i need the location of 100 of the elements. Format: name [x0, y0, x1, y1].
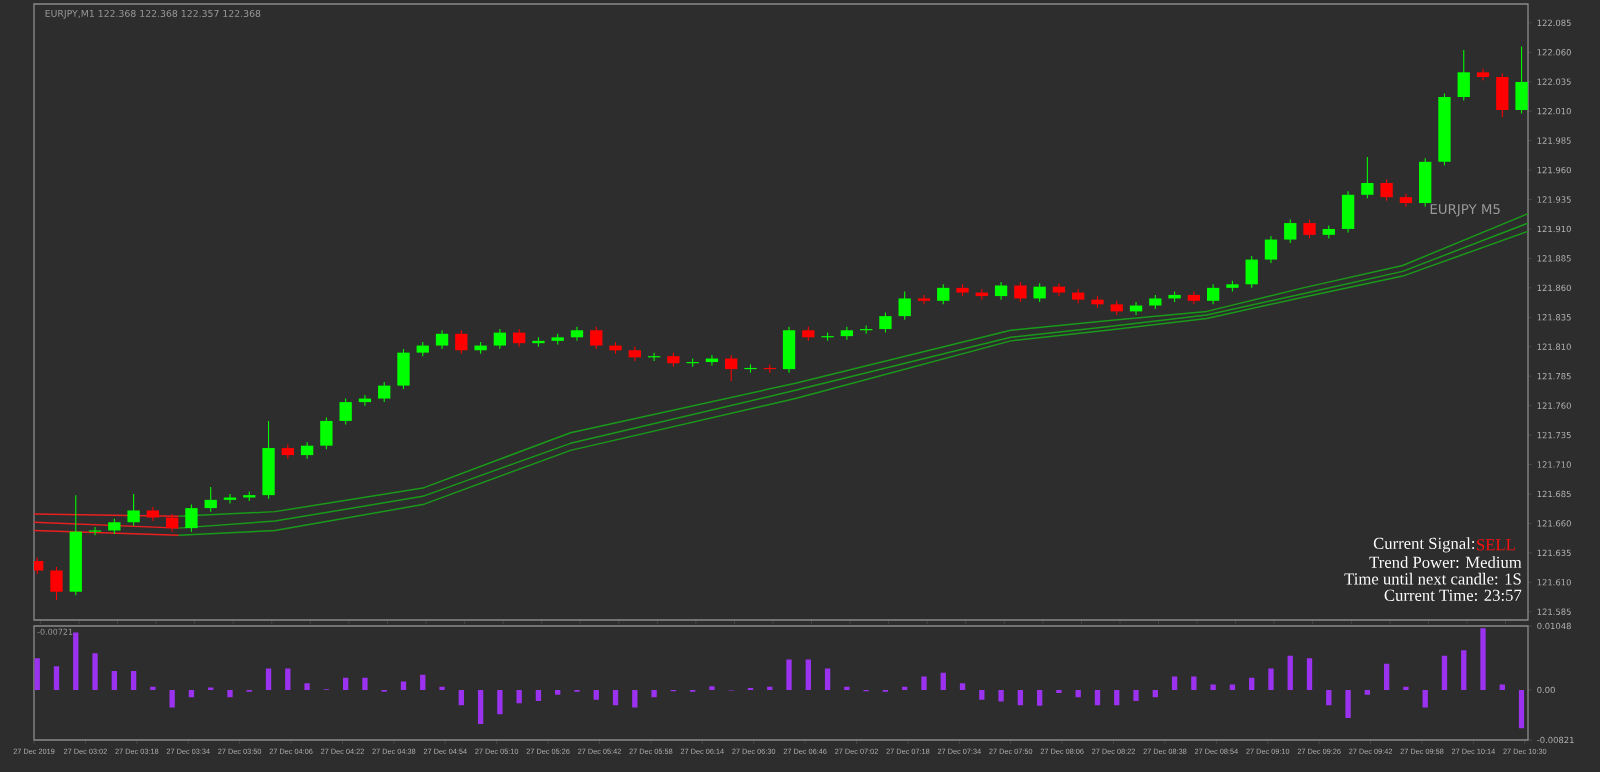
candlestick [840, 326, 854, 341]
y-tick-label: 121.585 [1537, 608, 1571, 615]
annotation: -0.00721 [37, 628, 73, 635]
candlestick [435, 329, 449, 350]
bar [227, 689, 233, 698]
annotation: Current Signal: [1373, 537, 1475, 553]
candlestick [50, 566, 63, 601]
bar [998, 689, 1004, 702]
bar [786, 659, 792, 690]
annotation: Current Time: 23:57 [1384, 589, 1522, 601]
bar [497, 689, 503, 715]
y-tick-label: 121.860 [1537, 284, 1571, 292]
bar [1171, 676, 1178, 690]
bar [632, 689, 638, 708]
bar [1345, 689, 1351, 718]
bar [285, 668, 291, 690]
bar [208, 687, 214, 690]
candlestick [917, 294, 931, 305]
bar [921, 676, 927, 690]
y-tick-label: 121.710 [1537, 461, 1571, 468]
candlestick [378, 381, 391, 403]
candlestick [898, 290, 911, 321]
bar [1422, 689, 1428, 708]
bar [1114, 689, 1120, 706]
bar [1461, 650, 1467, 690]
y-tick-label: 121.960 [1537, 166, 1571, 174]
y-tick-label: 121.985 [1537, 137, 1571, 144]
bar [400, 681, 407, 690]
bar [535, 689, 542, 701]
bar [1403, 686, 1409, 690]
bar [1441, 655, 1448, 690]
candlestick [88, 526, 102, 536]
candlestick [1187, 290, 1201, 305]
bar [1499, 684, 1505, 690]
bar [805, 659, 811, 690]
y-tick-label: 121.935 [1537, 196, 1571, 203]
candlestick [1014, 281, 1027, 303]
bar [959, 683, 966, 690]
bar [516, 689, 522, 704]
candlestick [570, 326, 584, 342]
candlestick [493, 328, 507, 350]
bar [34, 658, 40, 690]
bar [979, 689, 985, 700]
bar [1229, 684, 1236, 690]
bar [477, 689, 484, 725]
bar [73, 632, 79, 690]
bar [169, 689, 175, 708]
candlestick [1206, 283, 1220, 305]
bar [1094, 689, 1101, 706]
y-tick-label: 121.660 [1537, 520, 1571, 527]
bar [304, 683, 310, 690]
candlestick [1476, 68, 1490, 82]
annotation: SELL [1477, 539, 1515, 551]
bar [767, 686, 773, 690]
bar [1133, 689, 1139, 701]
candlestick [1380, 178, 1393, 202]
candlestick [455, 329, 468, 355]
y-tick-label: 121.835 [1537, 314, 1571, 321]
bar [902, 686, 908, 690]
y-tick-label: 121.760 [1537, 402, 1571, 409]
candlestick [879, 312, 892, 334]
bar [1210, 684, 1216, 690]
candlestick [185, 504, 198, 533]
annotation: EURJPY M5 [1430, 204, 1500, 217]
candlestick [1361, 156, 1374, 199]
text: EURJPY,M1 122.368 122.368 122.357 122.368 [45, 9, 261, 19]
bar [111, 671, 117, 690]
y-tick-label: 122.060 [1537, 49, 1571, 56]
y-tick-label: 121.635 [1537, 549, 1571, 557]
y-tick-label: 121.685 [1537, 490, 1571, 498]
y-tick-label: 121.885 [1537, 255, 1571, 262]
bar [612, 689, 619, 706]
bar [824, 668, 831, 690]
candlestick [204, 486, 217, 513]
bar [92, 653, 98, 690]
candlestick [1264, 235, 1278, 264]
bar [1364, 689, 1371, 695]
y-tick-label: 0.01048 [1537, 622, 1571, 630]
candlestick [937, 283, 950, 305]
candlestick [1399, 193, 1413, 208]
candlestick [725, 354, 738, 382]
candlestick [127, 493, 140, 527]
y-tick-label: -0.00821 [1537, 736, 1574, 744]
y-tick-label: 122.035 [1537, 78, 1571, 85]
candlestick [1052, 282, 1066, 297]
bar [1249, 677, 1255, 690]
bar [1017, 689, 1024, 706]
annotation: Time until next candle: 1S [1344, 572, 1521, 585]
y-tick-label: 121.910 [1537, 225, 1571, 233]
bar [1306, 658, 1313, 690]
bar [1268, 668, 1274, 690]
y-tick-label: 122.085 [1537, 19, 1571, 27]
bar [130, 671, 137, 690]
bar [651, 689, 657, 698]
bar [555, 689, 561, 695]
bar [53, 666, 60, 690]
bar [150, 686, 156, 690]
bar [420, 674, 426, 690]
y-tick-label: 0.00 [1537, 686, 1555, 694]
bar [1287, 655, 1293, 690]
